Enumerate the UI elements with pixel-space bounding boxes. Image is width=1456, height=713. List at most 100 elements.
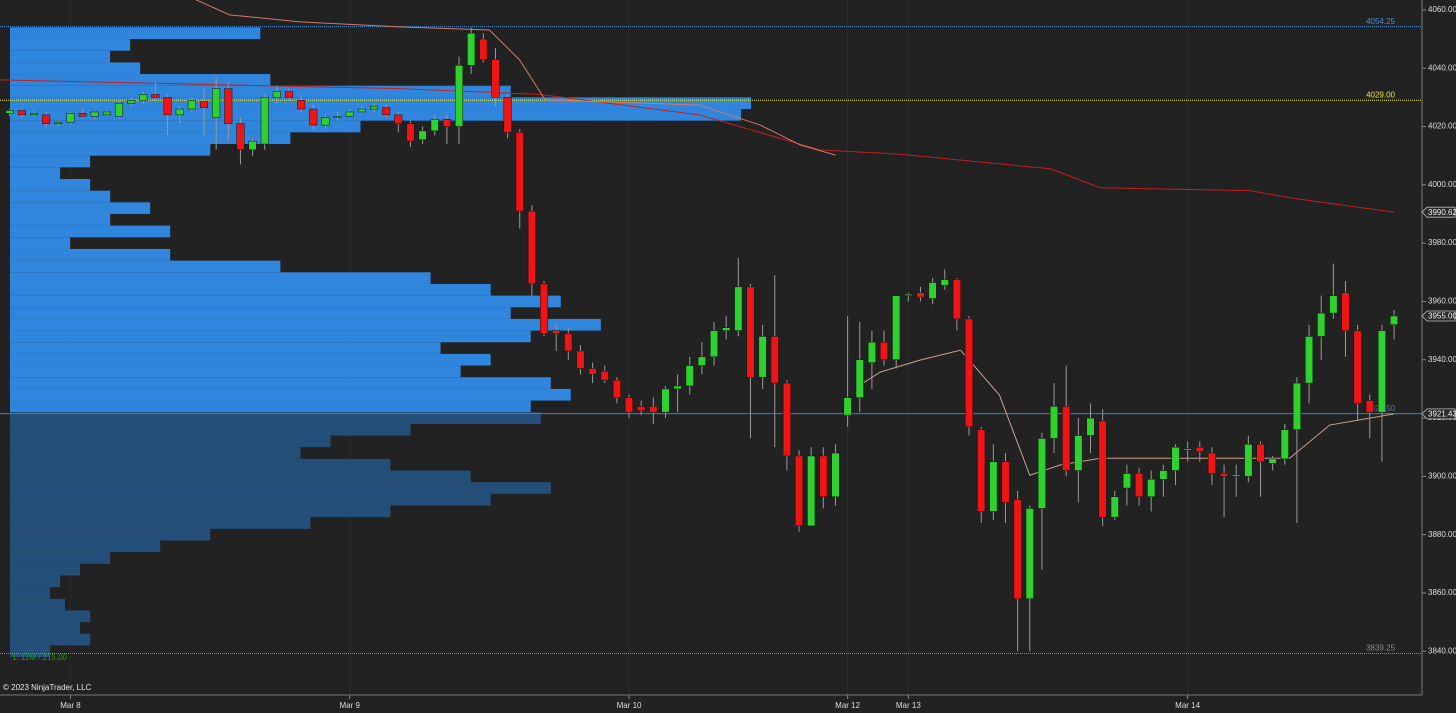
- profile-bar: [10, 412, 541, 424]
- candle-body: [309, 108, 318, 126]
- profile-bar: [10, 213, 111, 226]
- candle-body: [1025, 508, 1034, 600]
- candle-body: [1207, 452, 1216, 474]
- candle-body: [552, 330, 561, 334]
- profile-bar: [10, 97, 752, 110]
- profile-bar: [10, 587, 51, 599]
- candle-body: [649, 406, 658, 413]
- candle-body: [260, 97, 269, 145]
- candle-body: [1377, 330, 1386, 413]
- candle-body: [989, 461, 998, 512]
- profile-bar: [10, 202, 151, 214]
- profile-bar: [10, 190, 111, 203]
- profile-bar: [10, 342, 441, 354]
- profile-bar: [10, 517, 311, 529]
- candle-body: [965, 318, 974, 428]
- candle-body: [1086, 417, 1095, 436]
- axes: Mar 8 Mar 9 Mar 10 Mar 12 Mar 13 Mar 14 4060.0…: [60, 5, 1456, 710]
- profile-bar: [10, 540, 161, 553]
- profile-bar: [10, 248, 171, 261]
- x-tick-label: Mar 10: [617, 701, 642, 710]
- y-tick-label: 3860.00: [1428, 588, 1456, 597]
- candle-body: [297, 100, 306, 110]
- profile-bar: [10, 423, 411, 436]
- y-tick-label: 3940.00: [1428, 355, 1456, 364]
- profile-bar: [10, 470, 471, 483]
- candle-body: [1159, 470, 1168, 480]
- profile-bar: [10, 62, 141, 75]
- candle-body: [139, 94, 148, 101]
- candle-body: [855, 359, 864, 398]
- profile-bar: [10, 447, 301, 459]
- candle-body: [42, 114, 51, 124]
- candle-body: [1244, 444, 1253, 477]
- candle-body: [637, 406, 646, 412]
- candle-body: [151, 94, 160, 98]
- profile-bar: [10, 178, 91, 191]
- profile-bar: [10, 645, 51, 658]
- candle-body: [442, 118, 451, 127]
- profile-bar: [10, 552, 111, 564]
- y-tick-label: 4040.00: [1428, 63, 1456, 72]
- candle-body: [1220, 473, 1229, 477]
- candle-body: [1037, 438, 1046, 509]
- candle-body: [1292, 382, 1301, 430]
- candle-body: [795, 455, 804, 527]
- profile-bar: [10, 353, 491, 366]
- candle-body: [503, 97, 512, 133]
- candle-body: [224, 88, 233, 124]
- candle-body: [370, 105, 379, 110]
- indicator-line: [0, 79, 1395, 213]
- candle-body: [236, 123, 245, 151]
- profile-bar: [10, 167, 61, 179]
- candle-body: [114, 102, 124, 117]
- candle-body: [916, 292, 925, 298]
- candle-body: [1232, 474, 1241, 477]
- candle-body: [1256, 444, 1265, 463]
- candle-body: [1390, 315, 1399, 326]
- candle-body: [1171, 446, 1180, 471]
- profile-bar: [10, 622, 81, 634]
- candle-body: [187, 100, 196, 110]
- profile-bar: [10, 27, 261, 40]
- y-tick-label: 3840.00: [1428, 646, 1456, 655]
- profile-bar: [10, 307, 511, 319]
- candle-body: [612, 379, 621, 398]
- candle-body: [685, 365, 694, 387]
- candle-body: [1305, 336, 1314, 384]
- candle-body: [272, 91, 281, 98]
- candle-body: [127, 100, 136, 104]
- candle-body: [455, 65, 464, 127]
- profile-bar: [10, 144, 211, 156]
- candle-body: [321, 117, 330, 126]
- candle-body: [5, 110, 14, 114]
- candle-body: [333, 116, 342, 119]
- candle-body: [892, 295, 901, 360]
- candle-body: [1050, 406, 1059, 439]
- candle-body: [1135, 473, 1144, 498]
- profile-bar: [10, 155, 91, 168]
- profile-caption: 1: 11M / 215.00: [12, 653, 68, 662]
- candle-body: [1365, 400, 1374, 413]
- profile-bar: [10, 482, 551, 494]
- y-tick-label: 4020.00: [1428, 122, 1456, 131]
- candle-body: [673, 385, 682, 390]
- candle-body: [576, 350, 585, 369]
- profile-bar: [10, 377, 551, 389]
- candle-body: [1268, 458, 1277, 464]
- candle-body: [843, 397, 852, 416]
- price-flag: [1421, 310, 1456, 322]
- profile-bar: [10, 528, 211, 541]
- candle-body: [491, 59, 500, 98]
- price-flag-label: 3955.00: [1428, 312, 1456, 321]
- profile-bar: [10, 435, 331, 448]
- profile-bar: [10, 575, 61, 588]
- candle-body: [1341, 292, 1350, 331]
- candle-body: [175, 108, 184, 116]
- candle-body: [782, 382, 791, 457]
- candle-body: [1329, 295, 1338, 314]
- candle-body: [1122, 473, 1131, 489]
- candle-body: [564, 333, 573, 352]
- candle-body: [831, 452, 840, 498]
- profile-bar: [10, 237, 71, 249]
